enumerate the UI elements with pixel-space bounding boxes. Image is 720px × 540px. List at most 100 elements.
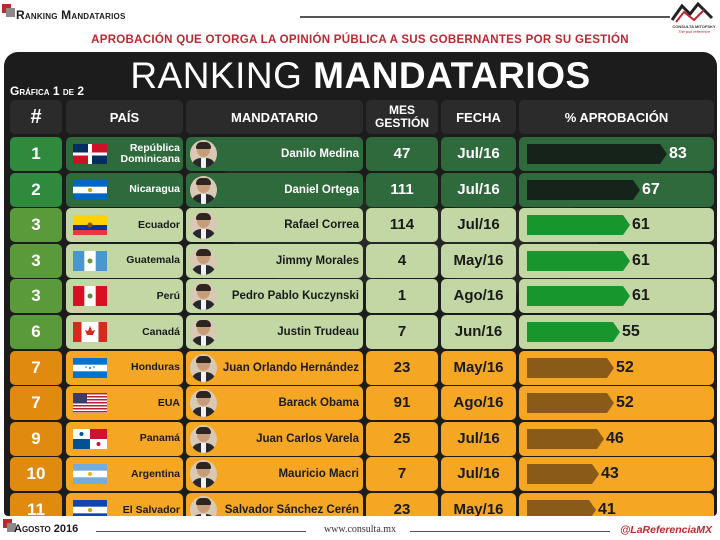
approval-cell: 61	[519, 279, 714, 314]
honduras-flag-icon	[73, 357, 107, 378]
months-cell: 91	[366, 386, 438, 421]
president-portrait	[190, 282, 217, 311]
logo-name: CONSULTA MITOFSKY	[672, 24, 716, 29]
rank-cell: 11	[10, 493, 62, 516]
president-cell: Barack Obama	[186, 386, 363, 421]
president-name: Mauricio Macri	[278, 468, 359, 481]
rank-cell: 2	[10, 172, 62, 207]
president-name: Barack Obama	[278, 397, 359, 410]
rank-cell: 3	[10, 243, 62, 278]
approval-value: 61	[632, 287, 650, 305]
president-portrait	[190, 175, 217, 204]
approval-value: 55	[622, 323, 640, 340]
months-cell: 114	[366, 208, 438, 243]
logo-tagline: The poll reference	[677, 29, 711, 34]
table-row: 3 Guatemala Jimmy Morales 4 May/16 61	[4, 243, 717, 278]
approval-value: 67	[642, 180, 660, 198]
ranking-panel: RANKING MANDATARIOS Gráfica 1 de 2 # PAÍ…	[4, 52, 717, 516]
approval-bar	[527, 393, 607, 414]
approval-bar-tip	[623, 250, 630, 271]
country-label: Panamá	[139, 432, 180, 445]
approval-bar	[527, 179, 633, 200]
dominican-republic-flag-icon	[73, 144, 107, 164]
president-name: Pedro Pablo Kuczynski	[231, 290, 359, 303]
approval-cell: 46	[519, 421, 714, 456]
rank-cell: 7	[10, 386, 62, 421]
months-cell: 23	[366, 350, 438, 385]
months-cell: 47	[366, 137, 438, 171]
rank-cell: 9	[10, 421, 62, 456]
country-label: Honduras	[130, 361, 180, 374]
footer-handle: @LaReferenciaMX	[620, 524, 712, 536]
table-row: 2 Nicaragua Daniel Ortega 111 Jul/16 67	[4, 172, 717, 207]
rank-cell: 3	[10, 279, 62, 314]
country-label: EUA	[157, 396, 180, 409]
usa-flag-icon	[73, 393, 107, 414]
months-cell: 25	[366, 421, 438, 456]
argentina-flag-icon	[73, 464, 107, 485]
country-cell: República Dominicana	[66, 137, 183, 171]
table-row: 11 El Salvador Salvador Sánchez Cerén 23 May…	[4, 493, 717, 516]
president-cell: Mauricio Macri	[186, 457, 363, 492]
header-months-line1: MES	[388, 103, 415, 117]
country-label: República Dominicana	[120, 142, 180, 165]
approval-bar-tip	[633, 179, 640, 200]
date-cell: May/16	[441, 350, 516, 385]
country-cell: EUA	[66, 386, 183, 421]
approval-bar-tip	[607, 393, 614, 414]
approval-cell: 61	[519, 208, 714, 243]
president-portrait	[190, 460, 217, 489]
date-cell: Jun/16	[441, 315, 516, 349]
country-cell: Panamá	[66, 421, 183, 456]
president-cell: Daniel Ortega	[186, 172, 363, 207]
table-row: 7 Honduras Juan Orlando Hernández 23 May/16 5…	[4, 350, 717, 385]
president-cell: Jimmy Morales	[186, 243, 363, 278]
president-name: Danilo Medina	[281, 148, 359, 160]
nicaragua-flag-icon	[73, 179, 107, 200]
country-cell: Perú	[66, 279, 183, 314]
approval-value: 41	[598, 501, 616, 516]
table-row: 3 Ecuador Rafael Correa 114 Jul/16 61	[4, 208, 717, 243]
header-date: FECHA	[441, 100, 516, 134]
rank-cell: 3	[10, 208, 62, 243]
header-approval: % APROBACIÓN	[519, 100, 714, 134]
country-cell: Canadá	[66, 315, 183, 349]
country-label: Perú	[156, 289, 180, 302]
approval-value: 52	[616, 358, 634, 376]
footer-url: www.consulta.mx	[323, 524, 397, 535]
approval-cell: 43	[519, 457, 714, 492]
rank-cell: 10	[10, 457, 62, 492]
brand-square-icon	[7, 523, 16, 532]
president-portrait	[190, 424, 217, 453]
months-cell: 4	[366, 243, 438, 278]
president-portrait	[190, 246, 217, 275]
approval-bar	[527, 428, 597, 449]
country-label: Argentina	[130, 467, 180, 480]
table-row: 3 Perú Pedro Pablo Kuczynski 1 Ago/16 61	[4, 279, 717, 314]
approval-bar-tip	[613, 322, 620, 342]
president-portrait	[190, 318, 217, 346]
top-bar: Ranking Mandatarios CONSULTA MITOFSKY Th…	[0, 0, 720, 34]
president-name: Salvador Sánchez Cerén	[224, 504, 359, 516]
months-cell: 1	[366, 279, 438, 314]
table-row: 9 Panamá Juan Carlos Varela 25 Jul/16 46	[4, 421, 717, 456]
president-name: Daniel Ortega	[284, 183, 359, 196]
country-label: Nicaragua	[129, 183, 180, 196]
canada-flag-icon	[73, 322, 107, 342]
ecuador-flag-icon	[73, 215, 107, 236]
approval-bar	[527, 464, 592, 485]
approval-cell: 52	[519, 386, 714, 421]
panama-flag-icon	[73, 428, 107, 449]
approval-bar-tip	[660, 144, 667, 164]
approval-bar	[527, 286, 623, 307]
country-cell: Nicaragua	[66, 172, 183, 207]
country-label: Ecuador	[137, 218, 180, 231]
president-cell: Juan Carlos Varela	[186, 421, 363, 456]
country-cell: Argentina	[66, 457, 183, 492]
country-cell: El Salvador	[66, 493, 183, 516]
approval-cell: 41	[519, 493, 714, 516]
chart-subtitle: APROBACIÓN QUE OTORGA LA OPINIÓN PÚBLICA…	[91, 34, 629, 46]
president-portrait	[190, 140, 217, 168]
date-cell: Jul/16	[441, 421, 516, 456]
